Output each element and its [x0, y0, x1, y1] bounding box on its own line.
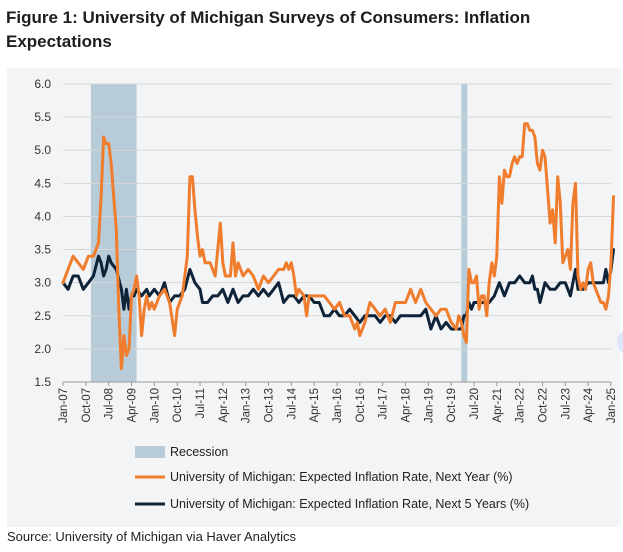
x-tick-label: Apr-18 — [401, 388, 413, 423]
y-tick-label: 3.0 — [34, 276, 51, 290]
y-tick-label: 2.5 — [34, 309, 51, 323]
legend-label-recession: Recession — [170, 445, 228, 459]
y-tick-label: 1.5 — [34, 375, 51, 389]
x-tick-label: Jul-14 — [286, 387, 298, 419]
legend-label-next-5-years: University of Michigan: Expected Inflati… — [170, 497, 529, 511]
x-tick-label: Oct-13 — [264, 388, 276, 423]
x-tick-label: Jul-08 — [104, 388, 116, 419]
x-tick-label: Apr-15 — [309, 388, 321, 423]
y-tick-label: 2.0 — [34, 342, 51, 356]
x-tick-label: Jul-20 — [469, 388, 481, 419]
x-tick-label: Apr-09 — [127, 388, 139, 423]
x-tick-label: Jan-19 — [423, 388, 435, 423]
x-tick-label: Oct-19 — [446, 388, 458, 423]
x-tick-label: Oct-07 — [81, 388, 93, 423]
series-line-next-5-years — [61, 248, 615, 331]
legend-swatch-recession — [135, 446, 165, 458]
x-tick-label: Jan-13 — [241, 388, 253, 423]
recession-band-2 — [461, 84, 468, 382]
chart-source: Source: University of Michigan via Haver… — [7, 529, 297, 544]
x-tick-label: Jan-10 — [149, 388, 161, 423]
chart-title: Figure 1: University of Michigan Surveys… — [6, 8, 531, 51]
x-tick-label: Jul-17 — [378, 388, 390, 419]
x-tick-label: Oct-16 — [355, 388, 367, 423]
x-tick-label: Oct-10 — [172, 388, 184, 423]
scroll-handle[interactable] — [617, 328, 623, 356]
x-tick-label: Apr-12 — [218, 388, 230, 423]
x-tick-label: Jan-22 — [515, 388, 527, 423]
x-tick-label: Oct-22 — [538, 388, 550, 423]
y-tick-label: 5.5 — [34, 110, 51, 124]
y-tick-label: 5.0 — [34, 143, 51, 157]
y-tick-label: 3.5 — [34, 243, 51, 257]
x-tick-label: Jan-07 — [58, 388, 70, 423]
legend-label-next-year: University of Michigan: Expected Inflati… — [170, 470, 513, 484]
x-tick-label: Jul-23 — [560, 388, 572, 419]
y-tick-label: 6.0 — [34, 77, 51, 91]
y-tick-label: 4.0 — [34, 209, 51, 223]
x-tick-label: Jan-16 — [332, 388, 344, 423]
x-tick-label: Apr-21 — [492, 388, 504, 423]
x-tick-label: Jul-11 — [195, 388, 207, 418]
y-tick-label: 4.5 — [34, 176, 51, 190]
x-tick-label: Apr-24 — [583, 387, 595, 422]
x-tick-label: Jan-25 — [606, 388, 618, 423]
series-line-next-year — [61, 122, 615, 371]
